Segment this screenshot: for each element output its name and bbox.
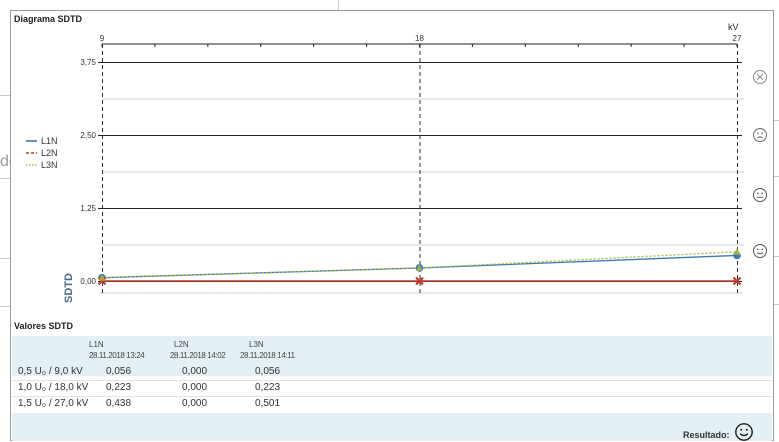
background-divider: [0, 95, 10, 96]
row-divider: [12, 380, 772, 381]
column-timestamp-l3n: 28.11.2018 14:11: [240, 351, 295, 360]
row-label: 1,0 U₀ / 18,0 kV: [18, 382, 89, 393]
y-tick-label: 1,25: [80, 204, 96, 213]
close-circle-icon[interactable]: [752, 69, 768, 85]
legend-label-l3n: L3N: [41, 160, 58, 170]
cell-l3n: 0,501: [255, 398, 281, 409]
legend-label-l2n: L2N: [41, 148, 58, 158]
data-point-l3n: [416, 263, 423, 271]
neutral-face-icon[interactable]: [752, 187, 768, 203]
column-header-l2n: L2N: [174, 340, 189, 349]
cell-l1n: 0,438: [106, 398, 132, 409]
column-header-l3n: L3N: [249, 340, 264, 349]
background-divider: [0, 178, 10, 179]
legend-label-l1n: L1N: [41, 136, 58, 146]
row-divider: [12, 396, 772, 397]
background-divider: [0, 306, 10, 307]
cell-l2n: 0,000: [182, 366, 208, 377]
cell-l2n: 0,000: [182, 382, 208, 393]
result-happy-face-icon: [735, 423, 753, 441]
cell-l1n: 0,223: [106, 382, 132, 393]
background-divider: [0, 258, 10, 259]
y-tick-label: 0,00: [80, 277, 96, 286]
data-point-l2n: [415, 276, 424, 286]
cell-l3n: 0,056: [255, 366, 281, 377]
background-divider: [774, 304, 779, 305]
x-tick-label: 27: [733, 34, 742, 43]
table-title: Valores SDTD: [14, 321, 74, 331]
cell-l3n: 0,223: [255, 382, 281, 393]
y-tick-label: 2,50: [80, 131, 96, 140]
x-tick-label: 9: [100, 34, 105, 43]
background-divider: [774, 120, 779, 121]
data-point-l3n: [98, 273, 106, 281]
background-divider: [774, 176, 779, 177]
table-header: [12, 336, 772, 376]
result-label: Resultado:: [683, 430, 730, 440]
column-timestamp-l1n: 28.11.2018 13:24: [89, 351, 145, 360]
sdtd-chart: 3,75 2,50 1,25 0,00 9 18 27 SDTD L1N L2N L3N: [26, 34, 744, 303]
data-point-l3n: [733, 247, 741, 255]
column-timestamp-l2n: 28.11.2018 14:02: [170, 351, 226, 360]
x-tick-label: 18: [415, 34, 424, 43]
chart-title: Diagrama SDTD: [14, 14, 83, 24]
row-label: 0,5 U₀ / 9,0 kV: [18, 366, 83, 377]
y-tick-label: 3,75: [80, 58, 96, 67]
y-axis-label: SDTD: [63, 273, 75, 303]
result-footer: [12, 413, 772, 441]
cell-l1n: 0,056: [106, 366, 132, 377]
happy-face-icon[interactable]: [752, 243, 768, 259]
column-header-l1n: L1N: [89, 340, 104, 349]
background-divider: [774, 256, 779, 257]
sdtd-diagram-panel: Diagrama SDTD kV 3,75 2,50 1,25 0,00 9 18 27 SD…: [10, 10, 774, 441]
x-axis-unit-label: kV: [728, 22, 739, 32]
sad-face-icon[interactable]: [752, 127, 768, 143]
data-point-l2n: [732, 276, 742, 286]
background-divider: [338, 0, 339, 10]
cell-l2n: 0,000: [182, 398, 208, 409]
row-label: 1,5 U₀ / 27,0 kV: [18, 398, 89, 409]
